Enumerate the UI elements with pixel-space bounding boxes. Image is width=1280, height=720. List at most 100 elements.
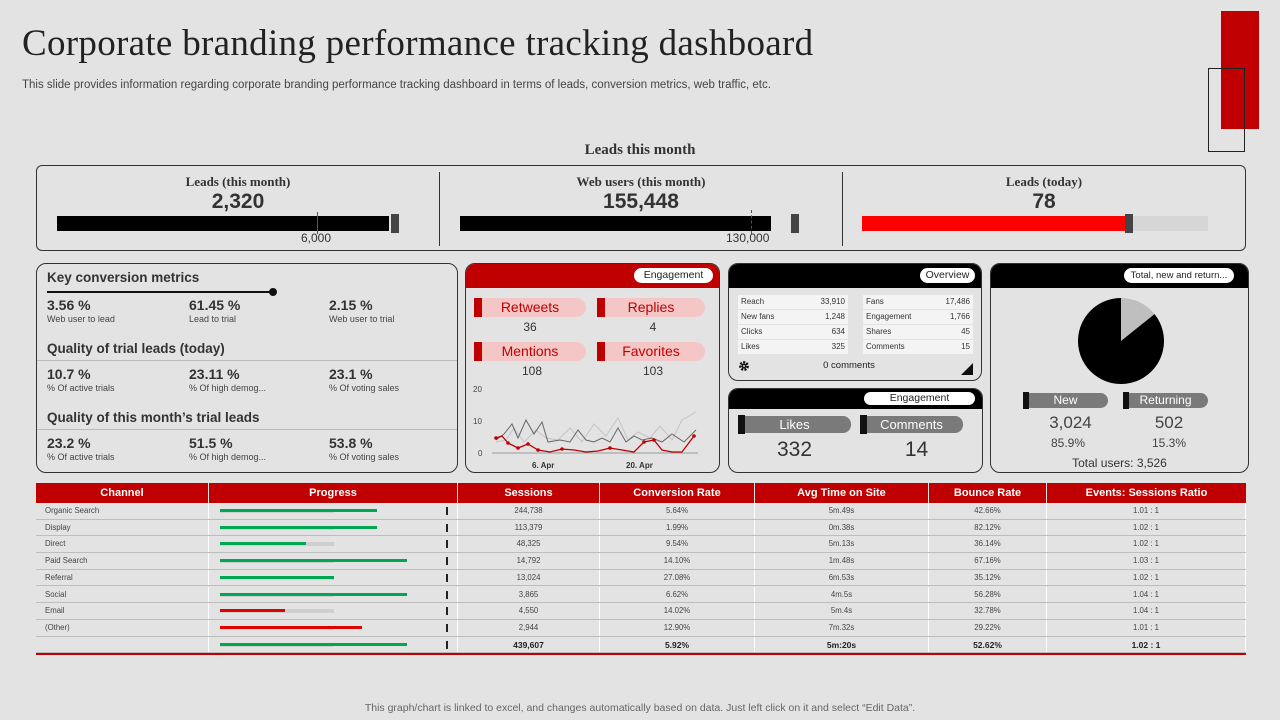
table-header[interactable]: Conversion Rate: [600, 483, 755, 503]
table-row[interactable]: Paid Search 14,792 14.10% 1m.48s 67.16% 1.03 …: [36, 553, 1246, 570]
table-row[interactable]: (Other) 2,944 12.90% 7m.32s 29.22% 1.01 : 1: [36, 619, 1246, 637]
progress-bar: [220, 609, 285, 613]
table-cell-conv: 1.99%: [600, 519, 755, 536]
table-cell-bounce: 35.12%: [929, 569, 1047, 586]
progress-cell: [209, 553, 458, 569]
table-cell-bounce: 36.14%: [929, 536, 1047, 553]
progress-marker: [446, 507, 448, 515]
progress-bar: [220, 592, 408, 596]
comments-button[interactable]: Comments: [860, 415, 963, 434]
progress-track: [220, 575, 334, 580]
table-cell-sessions: 2,944: [458, 619, 600, 636]
comments-count: 0 comments: [823, 360, 875, 371]
table-cell-sessions: 4,550: [458, 603, 600, 619]
replies-button[interactable]: Replies: [597, 298, 705, 317]
users-pie-chart[interactable]: [1076, 296, 1166, 386]
likes-button[interactable]: Likes: [738, 415, 851, 434]
table-row[interactable]: Email 4,550 14.02% 5m.4s 32.78% 1.04 : 1: [36, 603, 1246, 620]
resize-corner-icon[interactable]: [961, 363, 973, 375]
table-cell-time: 4m.5s: [755, 586, 929, 603]
table-row[interactable]: Display 113,379 1.99% 0m.38s 82.12% 1.02 : 1: [36, 519, 1246, 537]
table-row[interactable]: Referral 13,024 27.08% 6m.53s 35.12% 1.02 : 1: [36, 569, 1246, 587]
table-cell-time: 5m:20s: [755, 636, 929, 653]
retweets-button[interactable]: Retweets: [474, 298, 586, 317]
table-header[interactable]: Sessions: [458, 483, 600, 503]
y-tick-label: 0: [478, 449, 483, 458]
y-tick-label: 10: [473, 417, 482, 426]
kpi-value: 78: [1032, 190, 1056, 213]
users-panel: Total, new and return... New Returning 3…: [990, 263, 1249, 473]
metric-web-user-to-trial: 2.15 % Web user to trial: [329, 297, 395, 324]
table-cell-time: 6m.53s: [755, 569, 929, 586]
table-cell-channel: (Other): [36, 619, 209, 636]
table-cell-conv: 12.90%: [600, 619, 755, 636]
progress-track: [220, 625, 362, 630]
progress-track: [220, 642, 408, 647]
returning-users-button[interactable]: Returning: [1123, 392, 1208, 409]
table-row[interactable]: Social 3,865 6.62% 4m.5s 56.28% 1.04 : 1: [36, 586, 1246, 604]
total-users: Total users: 3,526: [1072, 456, 1167, 470]
table-bottom-border: [36, 653, 1246, 655]
gear-icon[interactable]: [738, 360, 750, 372]
metric-high-demog-month: 51.5 %% Of high demog...: [189, 435, 267, 462]
progress-bar: [220, 559, 408, 563]
progress-cell: [209, 586, 458, 603]
table-header[interactable]: Progress: [209, 483, 458, 503]
table-cell-ratio: 1.04 : 1: [1047, 586, 1246, 603]
progress-cell: [209, 536, 458, 553]
progress-track: [220, 609, 334, 614]
overview-row: Likes 325: [738, 340, 848, 354]
table-cell-sessions: 48,325: [458, 536, 600, 553]
progress-track: [220, 542, 334, 547]
new-users-value: 3,024: [1049, 413, 1092, 432]
table-cell-channel: Direct: [36, 536, 209, 553]
progress-cell: [209, 569, 458, 586]
kpi-leads-month[interactable]: Leads (this month) 2,320 6,000: [37, 166, 439, 250]
kpi-label: Web users (this month): [576, 174, 706, 189]
progress-marker: [446, 523, 448, 532]
table-header[interactable]: Events: Sessions Ratio: [1047, 483, 1246, 503]
new-users-button[interactable]: New: [1023, 392, 1108, 409]
kpi-web-users-month[interactable]: Web users (this month) 155,448 130,000: [440, 166, 842, 250]
table-cell-time: 5m.49s: [755, 503, 929, 519]
overview-row: New fans 1,248: [738, 310, 848, 324]
progress-bar: [220, 509, 377, 512]
overview-tag: Overview: [920, 268, 975, 283]
table-cell-conv: 14.10%: [600, 553, 755, 569]
progress-cell: [209, 519, 458, 536]
returning-users-pct: 15.3%: [1151, 436, 1187, 450]
table-cell-ratio: 1.04 : 1: [1047, 603, 1246, 619]
table-header[interactable]: Bounce Rate: [929, 483, 1047, 503]
metric-web-user-to-lead: 3.56 % Web user to lead: [47, 297, 115, 324]
leads-heading: Leads this month: [584, 142, 696, 158]
overview-row: Engagement 1,766: [863, 310, 973, 324]
progress-cell: [209, 619, 458, 636]
table-cell-ratio: 1.02 : 1: [1047, 519, 1246, 536]
footer-note: This graph/chart is linked to excel, and…: [364, 702, 916, 714]
progress-marker: [446, 573, 448, 582]
table-header[interactable]: Channel: [36, 483, 209, 503]
table-cell-time: 1m.48s: [755, 553, 929, 569]
favorites-button[interactable]: Favorites: [597, 342, 705, 361]
table-cell-bounce: 56.28%: [929, 586, 1047, 603]
table-cell-bounce: 82.12%: [929, 519, 1047, 536]
decorative-red-bar: [1221, 11, 1259, 129]
table-cell-channel: Email: [36, 603, 209, 619]
table-cell-bounce: 42.66%: [929, 503, 1047, 519]
table-cell-conv: 5.64%: [600, 503, 755, 519]
kpi-target-label: 6,000: [301, 231, 332, 245]
table-cell-ratio: 1.01 : 1: [1047, 619, 1246, 636]
table-cell-channel: Paid Search: [36, 553, 209, 569]
decorative-outline-box: [1208, 68, 1245, 152]
table-row[interactable]: Organic Search 244,738 5.64% 5m.49s 42.66% 1.…: [36, 503, 1246, 520]
table-cell-channel: Social: [36, 586, 209, 603]
conversion-title: Key conversion metrics: [47, 270, 200, 285]
table-row[interactable]: 439,607 5.92% 5m:20s 52.62% 1.02 : 1: [36, 636, 1246, 654]
mentions-button[interactable]: Mentions: [474, 342, 586, 361]
engagement-twitter-panel: Engagement Retweets 36 Replies 4 Mention…: [465, 263, 720, 473]
table-row[interactable]: Direct 48,325 9.54% 5m.13s 36.14% 1.02 : 1: [36, 536, 1246, 554]
table-cell-conv: 6.62%: [600, 586, 755, 603]
table-header[interactable]: Avg Time on Site: [755, 483, 929, 503]
kpi-leads-today[interactable]: Leads (today) 78: [843, 166, 1245, 250]
section-trial-month: Quality of this month’s trial leads: [47, 410, 260, 425]
